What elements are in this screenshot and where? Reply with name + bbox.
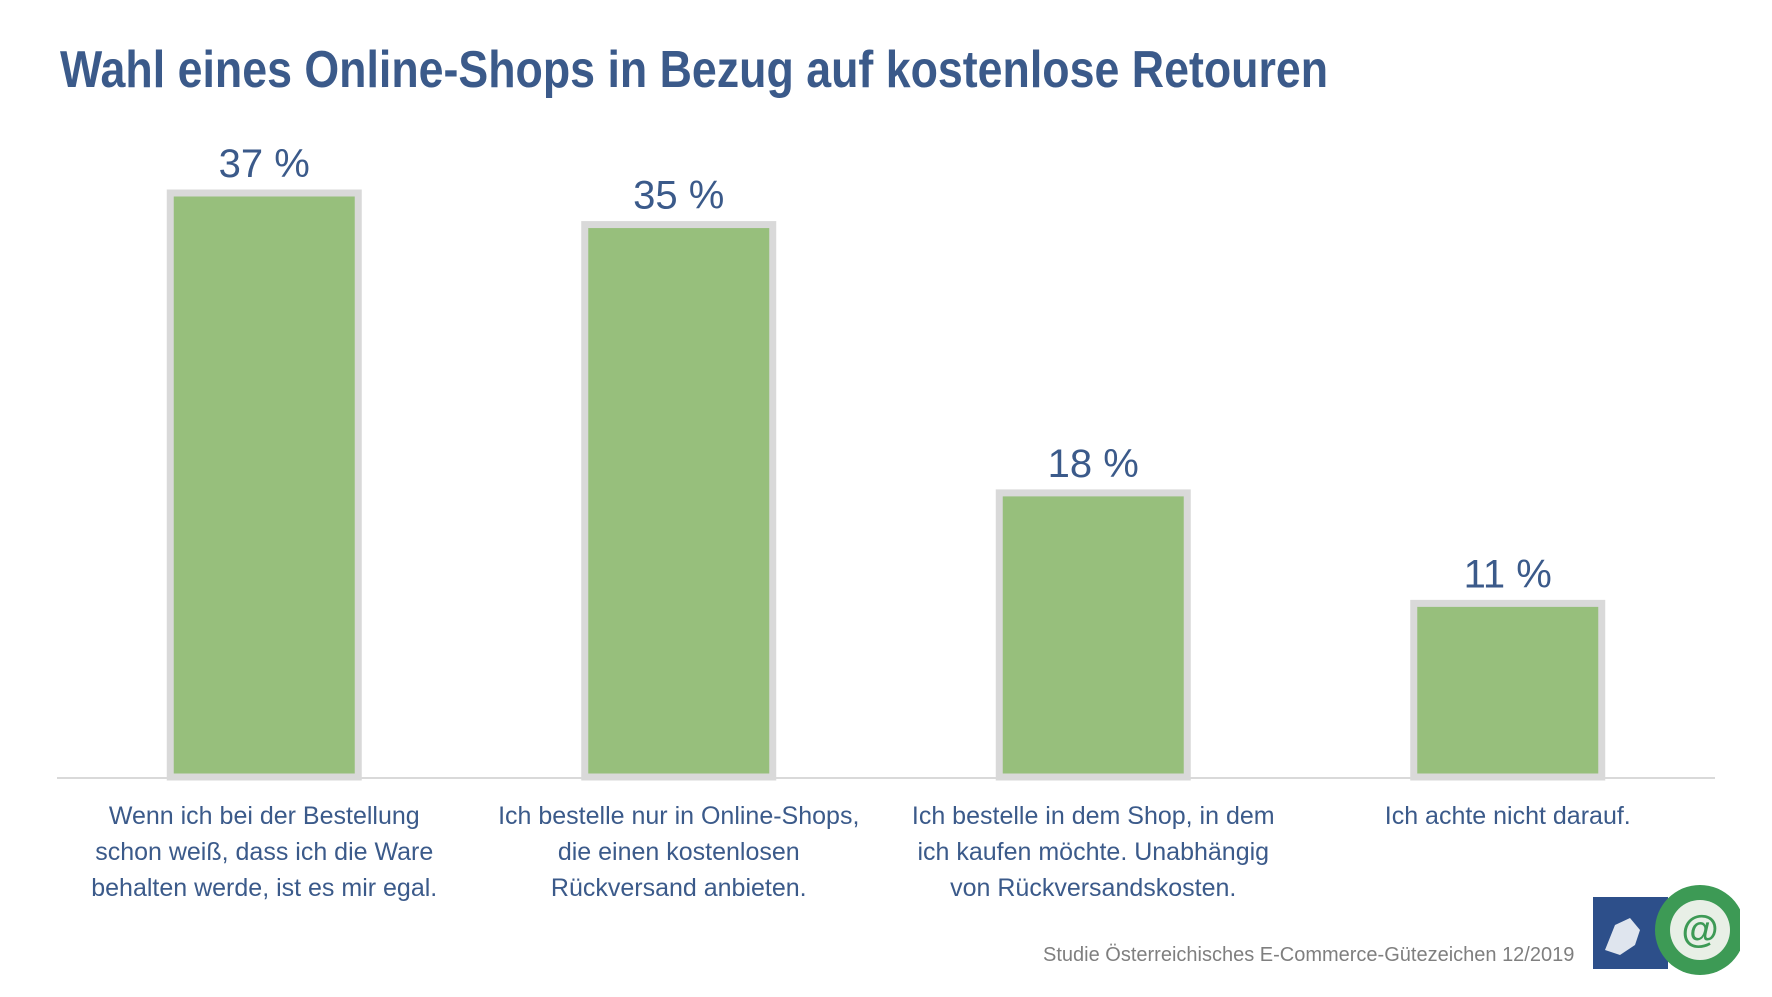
category-label-line: Rückversand anbieten.: [550, 874, 807, 902]
bar: [581, 221, 777, 781]
data-label: 18 %: [1048, 442, 1139, 486]
category-label-line: Ich achte nicht darauf.: [1384, 802, 1631, 830]
guetezeichen-logo: @: [1593, 885, 1740, 975]
category-label-line: schon weiß, dass ich die Ware: [95, 838, 434, 866]
at-sign-icon: @: [1681, 909, 1718, 951]
bar: [166, 189, 362, 781]
source-note: Studie Österreichisches E-Commerce-Gütez…: [1043, 944, 1575, 966]
category-label-line: von Rückversandskosten.: [950, 874, 1237, 902]
category-label-line: die einen kostenlosen: [557, 838, 800, 866]
category-label-line: Ich bestelle in dem Shop, in dem: [911, 802, 1275, 830]
category-label: Ich bestelle in dem Shop, in dem ich kauf…: [893, 798, 1293, 906]
data-label: 35 %: [633, 174, 724, 218]
data-label: 11 %: [1464, 552, 1552, 596]
category-label-line: behalten werde, ist es mir egal.: [91, 874, 438, 902]
bar: [995, 489, 1191, 781]
category-label-line: ich kaufen möchte. Unabhängig: [917, 838, 1270, 866]
category-label: Ich achte nicht darauf.: [1308, 798, 1708, 834]
europe-map-icon: [1605, 918, 1640, 955]
category-label-line: Ich bestelle nur in Online-Shops,: [498, 802, 860, 830]
chart-title: Wahl eines Online-Shops in Bezug auf kos…: [60, 41, 1329, 99]
category-label: Wenn ich bei der Bestellung schon weiß, d…: [64, 798, 464, 906]
category-label-line: Wenn ich bei der Bestellung: [108, 802, 420, 830]
data-label: 37 %: [219, 142, 310, 186]
bar: [1410, 599, 1606, 781]
category-label: Ich bestelle nur in Online-Shops, die ein…: [479, 798, 879, 906]
